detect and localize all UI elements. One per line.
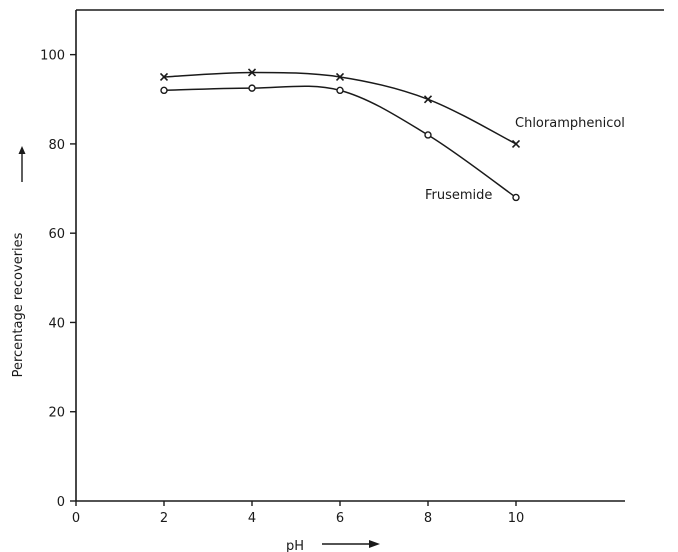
data-point-frusemide — [512, 193, 520, 202]
series-label-chloramphenicol: Chloramphenicol — [515, 116, 625, 131]
data-point-frusemide — [248, 84, 256, 92]
x-tick-label: 2 — [160, 511, 168, 526]
data-point-chloramphenicol — [159, 72, 169, 82]
y-tick-label: 60 — [48, 227, 65, 242]
x-tick-label: 10 — [508, 511, 525, 526]
data-point-chloramphenicol — [423, 95, 433, 104]
data-point-chloramphenicol — [247, 68, 257, 77]
y-tick-label: 0 — [57, 495, 65, 510]
data-point-chloramphenicol — [511, 139, 521, 148]
series-line-frusemide — [163, 85, 517, 199]
y-tick-label: 80 — [48, 138, 65, 153]
y-axis-title: Percentage recoveries — [11, 232, 26, 377]
axes — [75, 9, 664, 502]
y-tick-label: 40 — [48, 316, 65, 331]
series-label-frusemide: Frusemide — [425, 188, 492, 203]
data-point-chloramphenicol — [335, 72, 345, 82]
y-tick-label: 100 — [40, 49, 65, 64]
data-point-frusemide — [336, 86, 344, 95]
series-markers — [159, 68, 521, 202]
ticks: 0 20 40 60 80 100 0 2 4 6 8 10 — [40, 49, 524, 526]
y-axis-arrow — [18, 146, 26, 182]
y-tick-label: 20 — [48, 406, 65, 421]
x-tick-label: 8 — [424, 511, 432, 526]
series-line-chloramphenicol — [163, 71, 517, 145]
x-tick-label: 6 — [336, 511, 344, 526]
x-tick-label: 4 — [248, 511, 256, 526]
x-tick-label: 0 — [72, 511, 80, 526]
x-axis-arrow — [322, 540, 380, 548]
data-point-frusemide — [160, 86, 168, 95]
x-axis-title: pH — [286, 539, 304, 552]
data-point-frusemide — [424, 131, 432, 139]
